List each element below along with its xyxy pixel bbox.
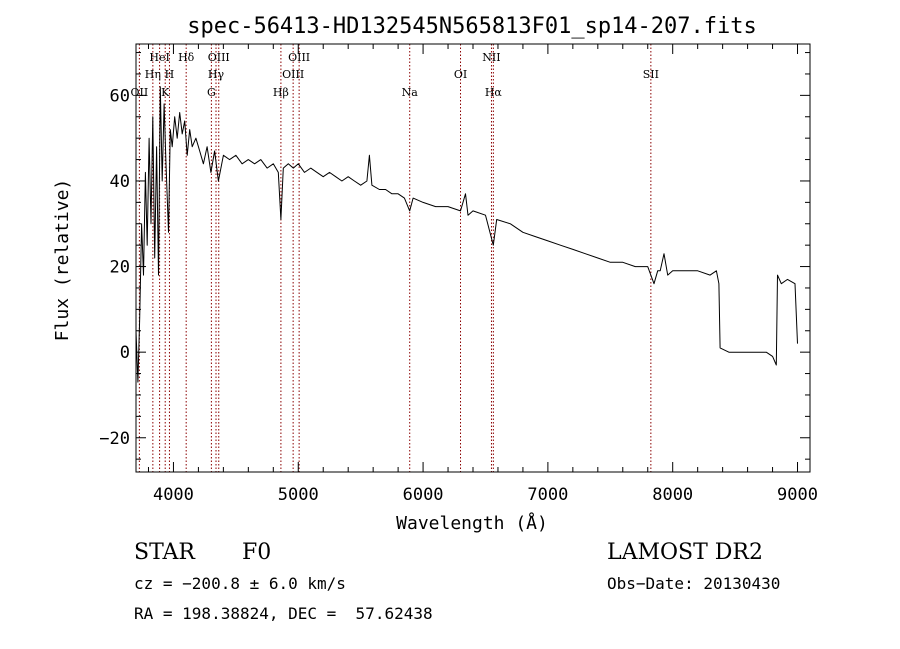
x-tick-label-5000: 5000: [278, 485, 319, 505]
x-tick-label-7000: 7000: [527, 485, 568, 505]
y-tick-label-20: 20: [110, 258, 130, 278]
x-axis-label: Wavelength (Å): [396, 512, 548, 534]
y-tick-label--20: −20: [99, 429, 130, 449]
line-label-11: OIII: [288, 51, 310, 64]
line-label-5: Hδ: [178, 51, 195, 64]
y-axis-ticks: −20 0 20 40 60: [99, 52, 810, 460]
x-tick-label-9000: 9000: [777, 485, 818, 505]
x-axis-ticks: 4000 5000 6000 7000 8000 9000: [147, 44, 818, 505]
line-label-10: OIII: [282, 68, 304, 81]
line-label-14: NII: [482, 51, 500, 64]
line-label-4: H: [165, 68, 175, 81]
flux-line-0: [135, 86, 798, 383]
line-label-15: Hα: [485, 86, 503, 99]
chart-title: spec-56413-HD132545N565813F01_sp14-207.f…: [187, 14, 757, 39]
y-tick-label-0: 0: [120, 343, 130, 363]
line-label-12: Na: [402, 86, 419, 99]
redshift-velocity: cz = −200.8 ± 6.0 km/s: [134, 574, 346, 593]
y-tick-label-60: 60: [110, 86, 130, 106]
survey-name: LAMOST DR2: [607, 540, 763, 565]
x-tick-label-8000: 8000: [652, 485, 693, 505]
line-label-13: OI: [454, 68, 467, 81]
line-label-6: G: [207, 86, 216, 99]
y-axis-label: Flux (relative): [52, 179, 73, 342]
observation-date: Obs−Date: 20130430: [607, 574, 781, 593]
x-tick-label-6000: 6000: [403, 485, 444, 505]
line-label-3: K: [161, 86, 170, 99]
plot-frame: [135, 43, 811, 473]
object-class: STAR: [134, 540, 195, 565]
line-label-7: Hγ: [208, 68, 225, 81]
line-label-1: Hη: [145, 68, 161, 81]
flux-series: [135, 86, 798, 383]
line-label-9: Hβ: [273, 86, 289, 99]
coordinates: RA = 198.38824, DEC = 57.62438: [134, 604, 433, 623]
line-label-16: SII: [643, 68, 659, 81]
x-tick-label-4000: 4000: [153, 485, 194, 505]
line-label-0: OII: [131, 86, 149, 99]
y-tick-label-40: 40: [110, 172, 130, 192]
emission-line-markers: [138, 44, 652, 472]
line-label-2: HeI: [149, 51, 169, 64]
object-subclass: F0: [242, 540, 272, 565]
line-label-8: OIII: [208, 51, 230, 64]
